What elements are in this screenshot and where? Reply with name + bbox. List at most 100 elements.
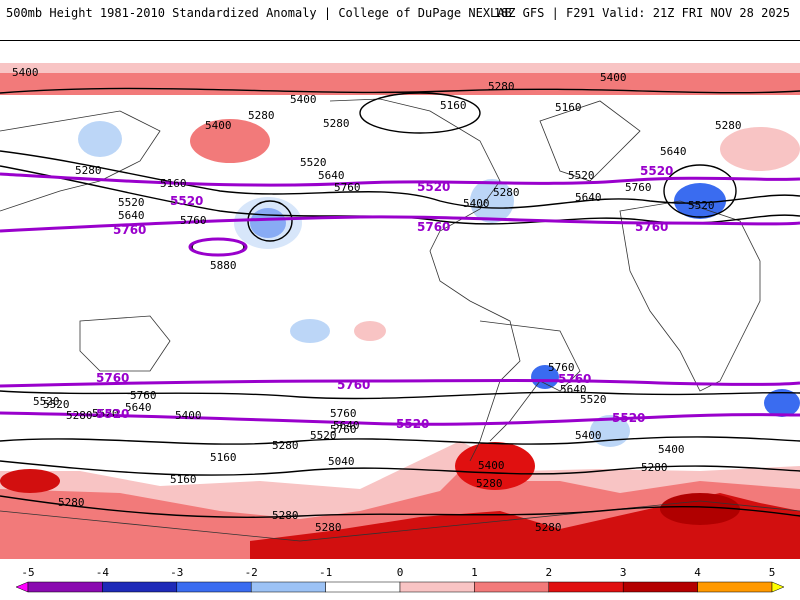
contour-label: 5520 (310, 429, 337, 442)
purple-label: 5760 (558, 372, 591, 386)
contour-label: 5520 (688, 199, 715, 212)
southern-pos-xstrong (660, 493, 740, 525)
siberia-neg (78, 121, 122, 157)
purple-label: 5760 (337, 378, 370, 392)
map-panel: 5400 5280 5400 5160 5160 5400 5280 5280 … (0, 40, 800, 559)
contour-label: 5400 (658, 443, 685, 456)
contour-north-pole (359, 92, 481, 134)
highlight-5760-north (0, 215, 800, 233)
colorbar-swatch (399, 581, 475, 593)
contour-label: 5760 (625, 181, 652, 194)
contour-5040-south (0, 495, 800, 518)
contour-label: 5640 (575, 191, 602, 204)
contour-label: 5400 (205, 119, 232, 132)
contour-label: 5760 (548, 361, 575, 374)
contour-label: 5280 (641, 461, 668, 474)
contour-label: 5280 (476, 477, 503, 490)
colorbar-swatch (102, 581, 178, 593)
contour-label: 5520 (43, 398, 70, 411)
contour-label: 5400 (600, 71, 627, 84)
contour-label: 5280 (272, 439, 299, 452)
contour-label: 5760 (330, 423, 357, 436)
contour-label: 5280 (715, 119, 742, 132)
contour-label: 5280 (535, 521, 562, 534)
contour-label: 5760 (334, 181, 361, 194)
contour-label: 5520 (118, 196, 145, 209)
highlight-5520-north (0, 172, 800, 187)
contour-5400-north (0, 87, 800, 94)
colorbar-tick-label: 5 (769, 566, 776, 579)
contour-label: 5400 (290, 93, 317, 106)
contour-label: 5160 (555, 101, 582, 114)
purple-label: 5760 (96, 371, 129, 385)
antarctica-coastline (0, 500, 800, 542)
contour-label: 5520 (580, 393, 607, 406)
colorbar-tick-label: -1 (319, 566, 332, 579)
contour-label: 5520 (568, 169, 595, 182)
colorbar-swatch (15, 581, 29, 593)
colorbar-tick-label: 2 (545, 566, 552, 579)
contour-label: 5640 (560, 383, 587, 396)
contour-asia-trough (663, 164, 737, 218)
purple-label: 5520 (640, 164, 673, 178)
contour-label: 5280 (488, 80, 515, 93)
colorbar-tick-label: 1 (471, 566, 478, 579)
contour-label: 5640 (125, 401, 152, 414)
contour-label: 5640 (333, 419, 360, 432)
colorbar-swatch (771, 581, 785, 593)
antarctic-pos-strong (455, 442, 535, 490)
indian-ocean-neg (764, 389, 800, 417)
contour-label: 5400 (12, 66, 39, 79)
purple-label: 5760 (113, 223, 146, 237)
contour-label: 5160 (210, 451, 237, 464)
contour-label: 5520 (33, 395, 60, 408)
colorbar-swatch (474, 581, 550, 593)
colorbar-swatch (548, 581, 624, 593)
purple-label: 5520 (396, 417, 429, 431)
arctic-edge-band (0, 63, 800, 73)
contour-label: 5280 (323, 117, 350, 130)
highlight-labels: 5520 5520 5520 5760 5760 5760 5760 5760 … (96, 164, 673, 431)
highlight-5880-loop (188, 237, 248, 257)
colorbar-ticks: -5 -4 -3 -2 -1 0 1 2 3 4 5 (21, 566, 775, 579)
height-contours (0, 87, 800, 518)
anomaly-map: 5400 5280 5400 5160 5160 5400 5280 5280 … (0, 63, 800, 559)
contour-label: 5640 (118, 209, 145, 222)
highlight-5520-south (0, 411, 800, 426)
contour-label: 5160 (170, 473, 197, 486)
anomaly-colorbar: -5 -4 -3 -2 -1 0 1 2 3 4 5 (15, 566, 785, 593)
europe-pos (720, 127, 800, 171)
colorbar-swatch (250, 581, 326, 593)
purple-label: 5520 (96, 407, 129, 421)
contour-label: 5280 (272, 509, 299, 522)
highlight-5760-south (0, 379, 800, 388)
contour-label: 5040 (328, 455, 355, 468)
africa-coastline (619, 200, 761, 392)
contour-label: 5520 (92, 407, 119, 420)
model-valid-time: 18Z GFS | F291 Valid: 21Z FRI NOV 28 202… (493, 6, 790, 20)
sw-pos-strong (0, 469, 60, 493)
purple-label: 5760 (417, 220, 450, 234)
aleutian-pos (190, 119, 270, 163)
contour-label: 5280 (58, 496, 85, 509)
contour-label: 5760 (130, 389, 157, 402)
australia-coastline (79, 315, 171, 372)
contour-label: 5640 (660, 145, 687, 158)
contour-5520-north (0, 150, 800, 209)
contour-label: 5760 (330, 407, 357, 420)
contour-label: 5280 (248, 109, 275, 122)
colorbar-swatch (27, 581, 103, 593)
contour-label: 5400 (575, 429, 602, 442)
contour-labels: 5400 5280 5400 5160 5160 5400 5280 5280 … (12, 66, 742, 534)
contour-label: 5640 (318, 169, 345, 182)
colorbar-swatch (697, 581, 773, 593)
asia-coastline (0, 110, 161, 212)
colorbar-swatch (622, 581, 698, 593)
contour-5280-south (0, 436, 800, 445)
south-atlantic-neg (531, 365, 559, 389)
contour-label: 5880 (210, 259, 237, 272)
americas-coastline (329, 98, 521, 462)
colorbar-tick-label: -3 (170, 566, 183, 579)
contour-label: 5280 (493, 186, 520, 199)
tropical-pos (354, 321, 386, 341)
